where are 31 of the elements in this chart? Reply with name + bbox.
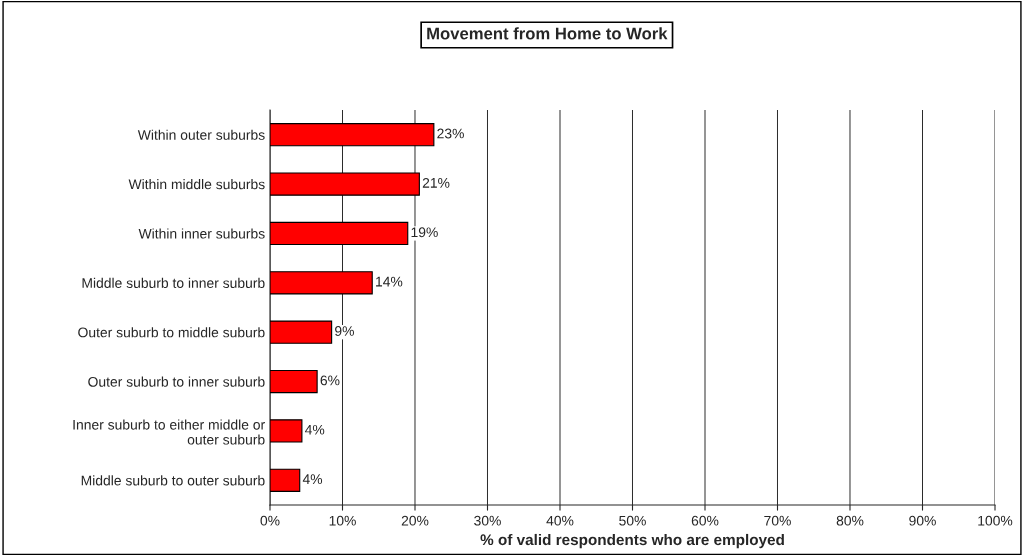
data-label: 9% [335, 326, 354, 336]
y-tick-label: Outer suburb to middle suburb [78, 327, 265, 338]
data-label: 21% [422, 177, 450, 188]
data-label: 6% [320, 375, 340, 386]
bar [270, 369, 318, 394]
x-axis-title: % of valid respondents who are employed [480, 533, 784, 549]
data-label: 14% [376, 276, 403, 287]
data-label: 23% [437, 128, 464, 139]
chart-title: Movement from Home to Work [427, 27, 668, 40]
y-tick-label: Middle suburb to inner suburb [82, 277, 265, 288]
data-label: 4% [302, 474, 323, 484]
x-tick-label: 20% [401, 515, 429, 526]
y-tick-label: Within inner suburbs [138, 228, 265, 239]
y-tick-label: Inner suburb to either middle or outer suburb [73, 419, 265, 445]
data-label: 19% [411, 227, 438, 238]
y-tick-label: Within middle suburbs [128, 179, 265, 190]
x-tick-label: 60% [691, 515, 719, 526]
x-tick-label: 100% [978, 515, 1013, 526]
x-tick-label: 90% [909, 515, 936, 526]
data-label: 4% [305, 424, 325, 435]
y-tick-label: Outer suburb to inner suburb [88, 376, 265, 387]
x-tick-label: 40% [546, 515, 574, 526]
x-tick-label: 0% [260, 515, 280, 526]
bar [270, 320, 333, 344]
y-tick-label: Middle suburb to outer suburb [81, 475, 265, 486]
x-tick-label: 80% [836, 515, 864, 526]
x-tick-label: 70% [764, 515, 791, 526]
x-tick-label: 30% [474, 515, 501, 526]
x-tick-label: 10% [329, 515, 356, 526]
x-tick-label: 50% [619, 515, 646, 526]
y-tick-label: Within outer suburbs [137, 129, 265, 140]
